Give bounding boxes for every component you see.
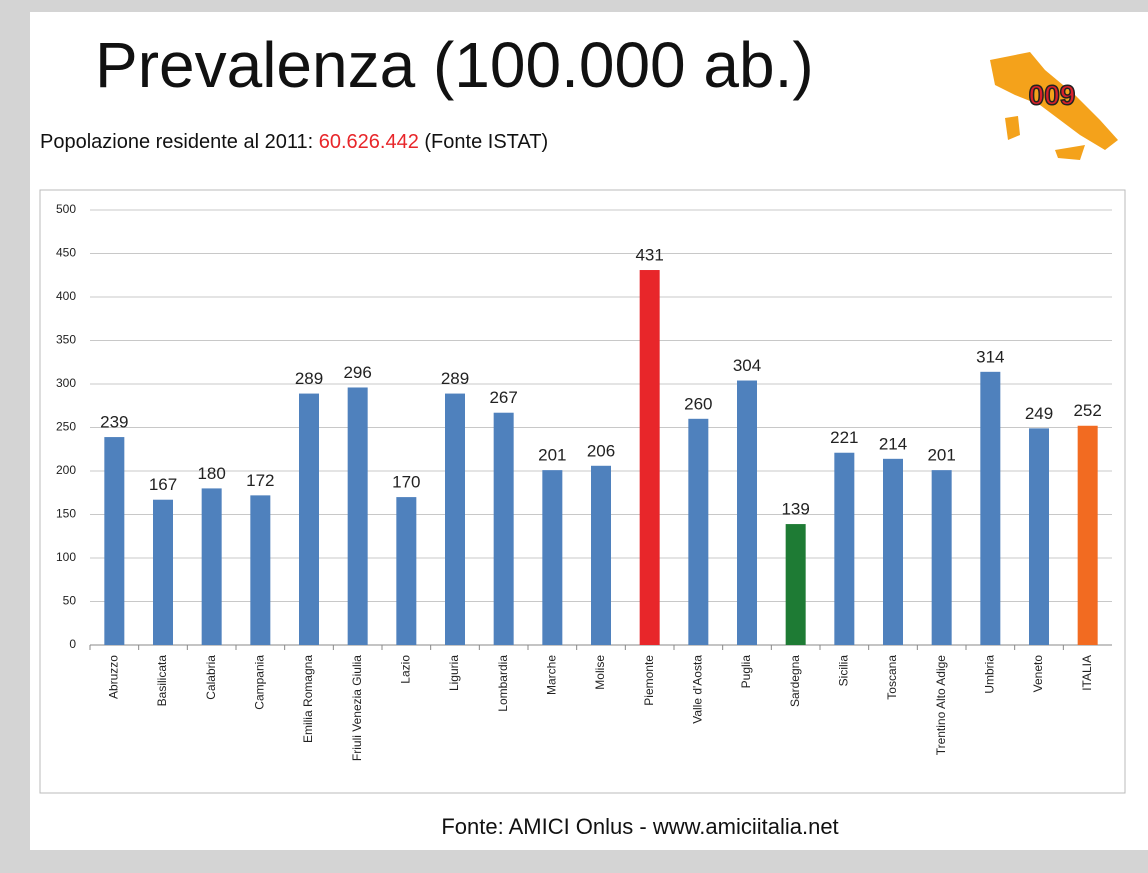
y-tick-label: 0 (69, 637, 76, 651)
logo-island (1005, 116, 1020, 140)
y-tick-label: 500 (56, 202, 76, 216)
x-tick-label: Molise (593, 655, 607, 690)
data-label: 139 (781, 500, 809, 519)
x-tick-label: Trentino Alto Adige (934, 655, 948, 756)
bar (591, 465, 611, 645)
x-tick-label: Sardegna (788, 655, 802, 707)
bar (1077, 425, 1098, 645)
data-label: 260 (684, 394, 712, 413)
data-label: 167 (149, 475, 177, 494)
x-tick-label: ITALIA (1080, 655, 1094, 691)
x-tick-label: Puglia (739, 655, 753, 689)
data-label: 201 (927, 446, 955, 465)
x-tick-label: Umbria (983, 655, 997, 694)
x-tick-label: Calabria (204, 655, 218, 700)
x-tick-label: Basilicata (155, 655, 169, 707)
bar (493, 412, 514, 645)
bar (883, 458, 903, 645)
bar (542, 470, 563, 645)
bar (931, 470, 952, 645)
data-label: 170 (392, 473, 420, 492)
y-tick-label: 300 (56, 376, 76, 390)
data-label: 304 (733, 356, 761, 375)
bar (201, 488, 222, 645)
data-label: 180 (197, 464, 225, 483)
bar (104, 437, 125, 645)
subtitle-prefix: Popolazione residente al 2011: (40, 131, 319, 153)
x-tick-label: Valle d'Aosta (691, 655, 705, 724)
x-tick-label: Lombardia (496, 655, 510, 712)
data-label: 221 (830, 428, 858, 447)
bar (834, 452, 855, 645)
logo-island (1055, 145, 1085, 160)
logo-text: 009 (1029, 79, 1076, 110)
data-label: 206 (587, 441, 615, 460)
bar (299, 393, 319, 645)
logo: 009 (990, 52, 1118, 160)
data-label: 314 (976, 347, 1004, 366)
bar (980, 371, 1001, 645)
bar (639, 270, 660, 645)
y-tick-label: 450 (56, 246, 76, 260)
y-tick-label: 350 (56, 333, 76, 347)
population: 60.626.442 (319, 131, 419, 153)
bar (445, 393, 465, 645)
y-tick-label: 50 (63, 594, 77, 608)
x-tick-label: Abruzzo (107, 655, 121, 699)
data-label: 172 (246, 471, 274, 490)
bar (153, 499, 173, 645)
footer: Fonte: AMICI Onlus - www.amiciitalia.net (441, 814, 838, 839)
y-tick-label: 100 (56, 550, 76, 564)
bar (250, 495, 271, 645)
data-label: 214 (879, 434, 907, 453)
subtitle: Popolazione residente al 2011: 60.626.44… (40, 131, 548, 153)
x-tick-label: Veneto (1031, 655, 1045, 693)
bar (737, 380, 757, 645)
x-tick-label: Sicilia (837, 655, 851, 687)
data-label: 296 (343, 363, 371, 382)
data-label: 201 (538, 446, 566, 465)
y-tick-label: 150 (56, 507, 76, 521)
bar (347, 387, 368, 645)
y-tick-label: 250 (56, 420, 76, 434)
data-label: 289 (295, 369, 323, 388)
data-label: 267 (489, 388, 517, 407)
data-label: 252 (1073, 401, 1101, 420)
x-tick-label: Campania (253, 655, 267, 710)
bar (1029, 428, 1049, 645)
x-tick-label: Marche (545, 655, 559, 695)
data-label: 431 (635, 246, 663, 265)
bar (688, 418, 709, 645)
x-tick-label: Piemonte (642, 655, 656, 706)
logo-map (990, 52, 1118, 150)
x-tick-label: Liguria (447, 655, 461, 691)
y-tick-label: 400 (56, 289, 76, 303)
x-tick-label: Toscana (885, 655, 899, 700)
x-tick-label: Emilia Romagna (301, 655, 315, 743)
bar (785, 524, 806, 645)
data-label: 239 (100, 413, 128, 432)
subtitle-suffix: (Fonte ISTAT) (419, 131, 548, 153)
x-tick-label: Lazio (399, 655, 413, 684)
bar (396, 497, 417, 645)
slide-title: Prevalenza (100.000 ab.) (95, 29, 814, 101)
data-label: 289 (441, 369, 469, 388)
x-tick-label: Friuli Venezia Giulia (350, 655, 364, 761)
y-tick-label: 200 (56, 463, 76, 477)
data-label: 249 (1025, 404, 1053, 423)
